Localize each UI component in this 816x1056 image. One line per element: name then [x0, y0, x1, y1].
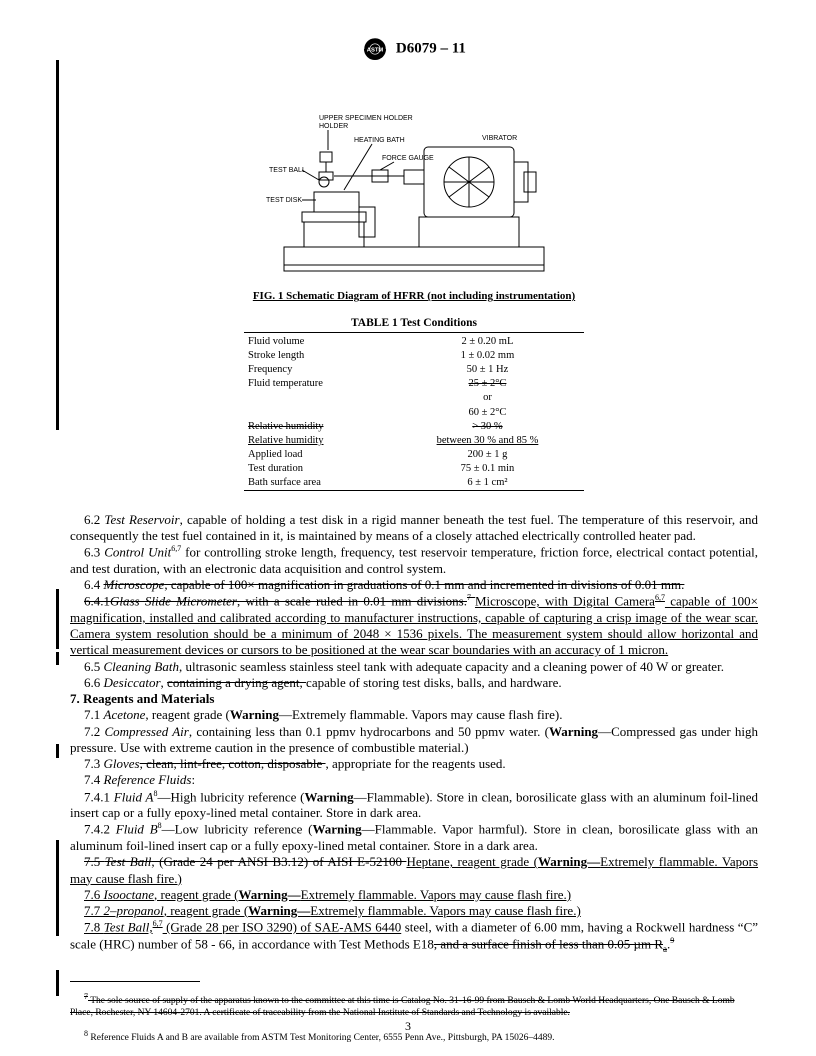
table-row: Test duration75 ± 0.1 min — [244, 462, 584, 476]
page-number: 3 — [0, 1019, 816, 1034]
para-7-5: 7.5 Test Ball, (Grade 24 per ANSI B3.12)… — [70, 854, 758, 887]
label-test-disk: TEST DISK — [266, 197, 302, 204]
designation: D6079 – 11 — [396, 40, 466, 56]
para-7-4-2: 7.4.2 Fluid B8—Low lubricity reference (… — [70, 821, 758, 854]
para-6-4-1: 6.4.1Glass Slide Micrometer, with a scal… — [70, 593, 758, 658]
table-row: Applied load200 ± 1 g — [244, 447, 584, 461]
para-7-6: 7.6 Isooctane, reagent grade (Warning—Ex… — [70, 887, 758, 903]
label-test-ball: TEST BALL — [269, 167, 306, 174]
hfrr-schematic-icon: UPPER SPECIMEN HOLDER HOLDER HEATING BAT… — [224, 72, 604, 282]
body-text: 6.2 Test Reservoir, capable of holding a… — [70, 512, 758, 955]
table-row: 60 ± 2°C — [244, 405, 584, 419]
astm-logo-icon: ASTM — [362, 36, 388, 62]
section-7-heading: 7. Reagents and Materials — [70, 691, 758, 707]
para-7-8: 7.8 Test Ball,6,7 (Grade 28 per ISO 3290… — [70, 919, 758, 955]
change-bar — [56, 589, 59, 649]
para-7-1: 7.1 Acetone, reagent grade (Warning—Extr… — [70, 707, 758, 723]
change-bar — [56, 652, 59, 665]
para-6-6: 6.6 Desiccator, containing a drying agen… — [70, 675, 758, 691]
para-6-5: 6.5 Cleaning Bath, ultrasonic seamless s… — [70, 659, 758, 675]
change-bar — [56, 744, 59, 758]
label-force-gauge: FORCE GAUGE — [382, 155, 434, 162]
para-6-3: 6.3 Control Unit6,7 for controlling stro… — [70, 544, 758, 577]
page: ASTM D6079 – 11 — [0, 0, 816, 1056]
change-bar — [56, 970, 59, 996]
table-row: Relative humidity> 30 % — [244, 419, 584, 433]
table-row: Stroke length1 ± 0.02 mm — [244, 349, 584, 363]
table-row: Fluid temperature25 ± 2°C — [244, 377, 584, 391]
para-6-4: 6.4 Microscope, capable of 100× magnific… — [70, 577, 758, 593]
svg-text:HOLDER: HOLDER — [319, 123, 348, 130]
change-bar — [56, 840, 59, 936]
para-7-7: 7.7 2–propanol, reagent grade (Warning—E… — [70, 903, 758, 919]
change-bar — [56, 60, 59, 430]
para-7-4: 7.4 Reference Fluids: — [70, 772, 758, 788]
para-6-2: 6.2 Test Reservoir, capable of holding a… — [70, 512, 758, 545]
para-7-3: 7.3 Gloves, clean, lint-free, cotton, di… — [70, 756, 758, 772]
doc-header: ASTM D6079 – 11 — [70, 36, 758, 62]
table-row: Frequency50 ± 1 Hz — [244, 363, 584, 377]
table-row: Fluid volume2 ± 0.20 mL — [244, 334, 584, 348]
label-upper-specimen: UPPER SPECIMEN HOLDER — [319, 115, 413, 122]
table-title: TABLE 1 Test Conditions — [70, 316, 758, 330]
table-row: Bath surface area6 ± 1 cm² — [244, 476, 584, 491]
footnote-7: 7 The sole source of supply of the appar… — [70, 992, 758, 1020]
test-conditions-table: Fluid volume2 ± 0.20 mLStroke length1 ± … — [244, 332, 584, 491]
figure-1: UPPER SPECIMEN HOLDER HOLDER HEATING BAT… — [70, 72, 758, 304]
svg-text:ASTM: ASTM — [367, 48, 384, 54]
table-row: or — [244, 391, 584, 405]
label-vibrator: VIBRATOR — [482, 135, 517, 142]
para-7-2: 7.2 Compressed Air, containing less than… — [70, 724, 758, 757]
label-heating-bath: HEATING BATH — [354, 137, 405, 144]
para-7-4-1: 7.4.1 Fluid A8—High lubricity reference … — [70, 789, 758, 822]
figure-caption: FIG. 1 Schematic Diagram of HFRR (not in… — [70, 290, 758, 304]
table-row: Relative humiditybetween 30 % and 85 % — [244, 433, 584, 447]
